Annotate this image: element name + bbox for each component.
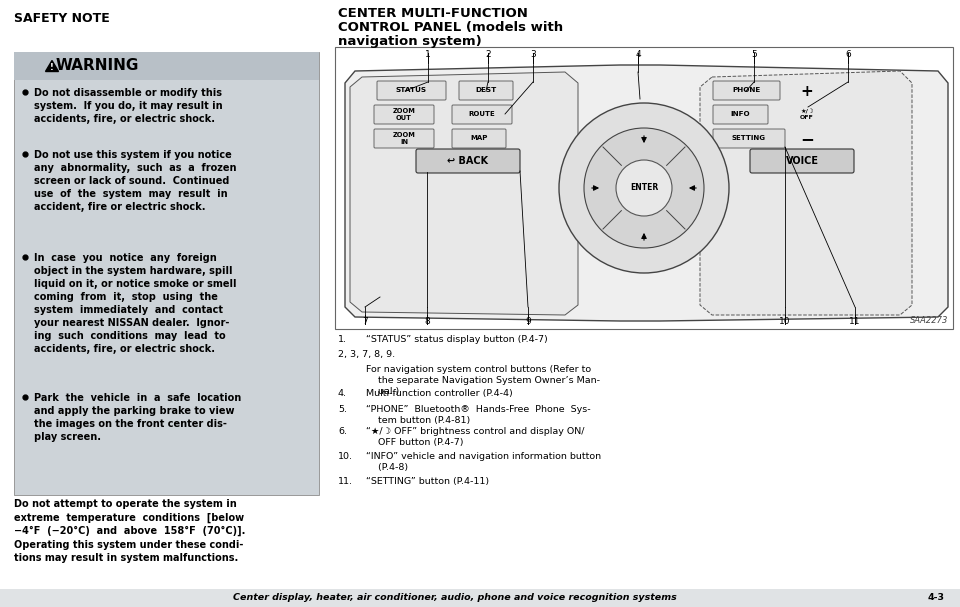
Text: DEST: DEST <box>475 87 496 93</box>
Text: Center display, heater, air conditioner, audio, phone and voice recognition syst: Center display, heater, air conditioner,… <box>233 594 677 603</box>
Text: ZOOM
IN: ZOOM IN <box>393 132 416 144</box>
FancyBboxPatch shape <box>459 81 513 100</box>
FancyBboxPatch shape <box>374 129 434 148</box>
Text: 1: 1 <box>425 50 431 59</box>
Text: MAP: MAP <box>470 135 488 141</box>
Text: ★/☽
OFF: ★/☽ OFF <box>800 110 814 120</box>
Polygon shape <box>350 72 578 315</box>
Text: 10.: 10. <box>338 452 353 461</box>
Text: “PHONE”  Bluetooth®  Hands-Free  Phone  Sys-
    tem button (P.4-81): “PHONE” Bluetooth® Hands-Free Phone Sys-… <box>366 405 590 426</box>
Text: 11: 11 <box>850 317 861 326</box>
Circle shape <box>616 160 672 216</box>
Text: 9: 9 <box>525 317 531 326</box>
Text: VOICE: VOICE <box>785 156 819 166</box>
FancyBboxPatch shape <box>416 149 520 173</box>
Text: 2, 3, 7, 8, 9.: 2, 3, 7, 8, 9. <box>338 350 396 359</box>
Text: ENTER: ENTER <box>630 183 659 192</box>
Text: SAA2273: SAA2273 <box>910 316 948 325</box>
Text: 5: 5 <box>751 50 756 59</box>
FancyBboxPatch shape <box>713 129 785 148</box>
FancyBboxPatch shape <box>14 52 319 495</box>
Text: 8: 8 <box>424 317 430 326</box>
Text: 5.: 5. <box>338 405 347 414</box>
Text: Park  the  vehicle  in  a  safe  location
and apply the parking brake to view
th: Park the vehicle in a safe location and … <box>34 393 241 442</box>
Text: INFO: INFO <box>731 112 751 118</box>
FancyBboxPatch shape <box>750 149 854 173</box>
Circle shape <box>559 103 729 273</box>
Text: 10: 10 <box>780 317 791 326</box>
Text: WARNING: WARNING <box>56 58 138 73</box>
Text: ROUTE: ROUTE <box>468 112 495 118</box>
Polygon shape <box>700 71 912 315</box>
Text: −: − <box>800 130 814 148</box>
Text: Do not attempt to operate the system in
extreme  temperature  conditions  [below: Do not attempt to operate the system in … <box>14 499 246 563</box>
Text: Multi-function controller (P.4-4): Multi-function controller (P.4-4) <box>366 389 513 398</box>
FancyBboxPatch shape <box>335 47 953 329</box>
Text: 4.: 4. <box>338 389 347 398</box>
Polygon shape <box>345 65 948 321</box>
Text: !: ! <box>50 63 54 72</box>
Text: For navigation system control buttons (Refer to
    the separate Navigation Syst: For navigation system control buttons (R… <box>366 365 600 396</box>
Text: STATUS: STATUS <box>396 87 427 93</box>
FancyBboxPatch shape <box>0 589 960 607</box>
Text: CENTER MULTI-FUNCTION: CENTER MULTI-FUNCTION <box>338 7 528 20</box>
Text: “INFO” vehicle and navigation information button
    (P.4-8): “INFO” vehicle and navigation informatio… <box>366 452 601 472</box>
Text: ZOOM
OUT: ZOOM OUT <box>393 108 416 121</box>
Text: 3: 3 <box>530 50 536 59</box>
Text: In  case  you  notice  any  foreign
object in the system hardware, spill
liquid : In case you notice any foreign object in… <box>34 253 236 354</box>
Text: 11.: 11. <box>338 477 353 486</box>
Text: “STATUS” status display button (P.4-7): “STATUS” status display button (P.4-7) <box>366 335 548 344</box>
Text: PHONE: PHONE <box>732 87 760 93</box>
Text: navigation system): navigation system) <box>338 35 482 48</box>
Text: 1.: 1. <box>338 335 347 344</box>
Polygon shape <box>45 61 59 72</box>
Text: SETTING: SETTING <box>732 135 766 141</box>
Text: 6.: 6. <box>338 427 347 436</box>
Text: ↩ BACK: ↩ BACK <box>447 156 489 166</box>
Text: Do not use this system if you notice
any  abnormality,  such  as  a  frozen
scre: Do not use this system if you notice any… <box>34 150 236 212</box>
FancyBboxPatch shape <box>14 52 319 80</box>
FancyBboxPatch shape <box>377 81 446 100</box>
FancyBboxPatch shape <box>713 81 780 100</box>
FancyBboxPatch shape <box>374 105 434 124</box>
Text: 2: 2 <box>485 50 491 59</box>
Text: +: + <box>801 84 813 98</box>
Text: CONTROL PANEL (models with: CONTROL PANEL (models with <box>338 21 564 34</box>
FancyBboxPatch shape <box>452 129 506 148</box>
Text: 7: 7 <box>362 317 368 326</box>
Text: 4: 4 <box>636 50 641 59</box>
Text: “★/☽ OFF” brightness control and display ON/
    OFF button (P.4-7): “★/☽ OFF” brightness control and display… <box>366 427 585 447</box>
Text: SAFETY NOTE: SAFETY NOTE <box>14 12 109 25</box>
Text: “SETTING” button (P.4-11): “SETTING” button (P.4-11) <box>366 477 490 486</box>
Text: 6: 6 <box>845 50 851 59</box>
Circle shape <box>584 128 704 248</box>
Text: 4-3: 4-3 <box>928 594 945 603</box>
FancyBboxPatch shape <box>713 105 768 124</box>
Text: Do not disassemble or modify this
system.  If you do, it may result in
accidents: Do not disassemble or modify this system… <box>34 88 223 124</box>
FancyBboxPatch shape <box>452 105 512 124</box>
